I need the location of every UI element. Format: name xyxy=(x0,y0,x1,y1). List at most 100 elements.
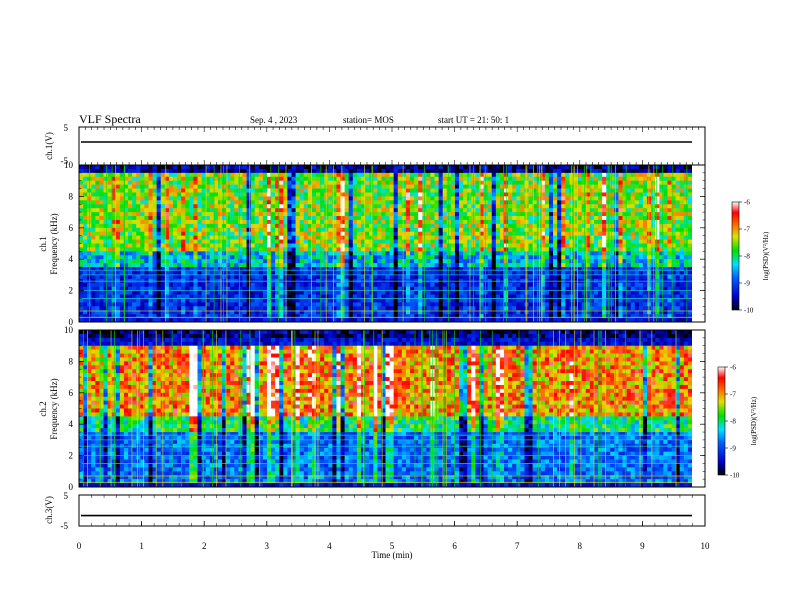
spectrogram-cell xyxy=(201,306,206,311)
spectrogram-cell xyxy=(446,204,452,209)
spectrogram-cell xyxy=(201,263,206,268)
spectrogram-cell xyxy=(332,227,337,233)
spectrogram-cell xyxy=(295,231,300,236)
spectrogram-cell xyxy=(410,165,415,170)
spectrogram-cell xyxy=(111,247,117,252)
spectrogram-cell xyxy=(291,298,296,303)
spectrogram-cell xyxy=(95,180,100,185)
spectrogram-cell xyxy=(520,219,525,225)
spectrogram-cell xyxy=(532,294,538,299)
spectrogram-cell xyxy=(123,172,129,178)
spectrogram-cell xyxy=(463,235,468,240)
spectrogram-cell xyxy=(172,267,178,272)
spectrogram-cell xyxy=(442,298,448,303)
spectrogram-cell xyxy=(230,235,235,240)
spectrogram-cell xyxy=(246,255,251,260)
spectrogram-cell xyxy=(226,251,231,256)
spectrogram-cell xyxy=(222,255,227,260)
spectrogram-cell xyxy=(336,192,341,197)
spectrogram-cell xyxy=(381,274,386,280)
spectrogram-cell xyxy=(491,282,497,287)
spectrogram-cell xyxy=(528,168,533,174)
spectrogram-cell xyxy=(442,318,448,323)
spectrogram-cell xyxy=(172,286,178,291)
spectrogram-cell xyxy=(172,235,178,240)
spectrogram-cell xyxy=(107,318,112,323)
spectrogram-cell xyxy=(222,306,227,311)
spectrogram-cell xyxy=(512,212,517,217)
spectrogram-cell xyxy=(177,302,182,307)
spectrogram-cell xyxy=(434,168,439,174)
spectrogram-cell xyxy=(177,184,182,189)
spectrogram-cell xyxy=(459,251,464,256)
spectrogram-cell xyxy=(459,168,464,174)
spectrogram-cell xyxy=(381,310,386,315)
spectrogram-cell xyxy=(344,286,350,291)
spectrogram-cell xyxy=(209,168,215,174)
spectrogram-cell xyxy=(520,290,525,295)
spectrogram-cell xyxy=(99,290,104,295)
spectrogram-cell xyxy=(217,270,223,276)
spectrogram-cell xyxy=(242,184,247,189)
spectrogram-cell xyxy=(172,270,178,276)
spectrogram-cell xyxy=(311,314,317,319)
spectrogram-cell xyxy=(426,298,431,303)
spectrogram-cell xyxy=(442,274,448,280)
spectrogram-cell xyxy=(369,180,374,185)
spectrogram-cell xyxy=(230,168,235,174)
spectrogram-cell xyxy=(271,255,276,260)
spectrogram-cell xyxy=(205,204,211,209)
spectrogram-cell xyxy=(238,227,243,233)
spectrogram-cell xyxy=(234,180,239,185)
spectrogram-cell xyxy=(279,263,284,268)
spectrogram-cell xyxy=(426,263,431,268)
spectrogram-cell xyxy=(434,227,439,233)
spectrogram-cell xyxy=(401,270,407,276)
spectrogram-cell xyxy=(479,192,484,197)
spectrogram-cell xyxy=(463,196,468,201)
spectrogram-cell xyxy=(91,247,96,252)
spectrogram-cell xyxy=(83,231,88,236)
spectrogram-cell xyxy=(548,192,554,197)
spectrogram-cell xyxy=(136,302,141,307)
spectrogram-cell xyxy=(328,204,333,209)
spectrogram-cell xyxy=(222,168,227,174)
spectrogram-cell xyxy=(217,263,223,268)
spectrogram-cell xyxy=(504,235,509,240)
spectrogram-cell xyxy=(246,204,251,209)
spectrogram-cell xyxy=(446,184,452,189)
spectrogram-cell xyxy=(365,180,370,185)
spectrogram-cell xyxy=(532,184,538,189)
spectrogram-cell xyxy=(115,208,121,213)
spectrogram-cell xyxy=(499,235,505,240)
spectrogram-cell xyxy=(377,243,382,248)
spectrogram-cell xyxy=(79,235,84,240)
spectrogram-cell xyxy=(217,310,223,315)
spectrogram-cell xyxy=(512,184,517,189)
spectrogram-cell xyxy=(115,219,121,225)
spectrogram-cell xyxy=(238,216,243,221)
spectrogram-cell xyxy=(168,231,174,236)
spectrogram-cell xyxy=(352,318,358,323)
spectrogram-cell xyxy=(475,259,480,264)
spectrogram-cell xyxy=(254,286,260,291)
spectrogram-cell xyxy=(508,294,513,299)
spectrogram-cell xyxy=(512,188,517,193)
spectrogram-cell xyxy=(553,235,558,240)
spectrogram-cell xyxy=(401,165,407,170)
spectrogram-cell xyxy=(172,180,178,185)
spectrogram-cell xyxy=(336,263,341,268)
spectrogram-cell xyxy=(275,255,280,260)
spectrogram-cell xyxy=(271,306,276,311)
spectrogram-cell xyxy=(352,282,358,287)
spectrogram-cell xyxy=(140,282,145,287)
spectrogram-cell xyxy=(185,267,190,272)
spectrogram-cell xyxy=(230,318,235,323)
spectrogram-cell xyxy=(213,239,219,244)
spectrogram-cell xyxy=(226,274,231,280)
spectrogram-cell xyxy=(446,267,452,272)
spectrogram-cell xyxy=(213,306,219,311)
spectrogram-cell xyxy=(369,216,374,221)
spectrogram-cell xyxy=(156,180,162,185)
spectrogram-cell xyxy=(401,188,407,193)
